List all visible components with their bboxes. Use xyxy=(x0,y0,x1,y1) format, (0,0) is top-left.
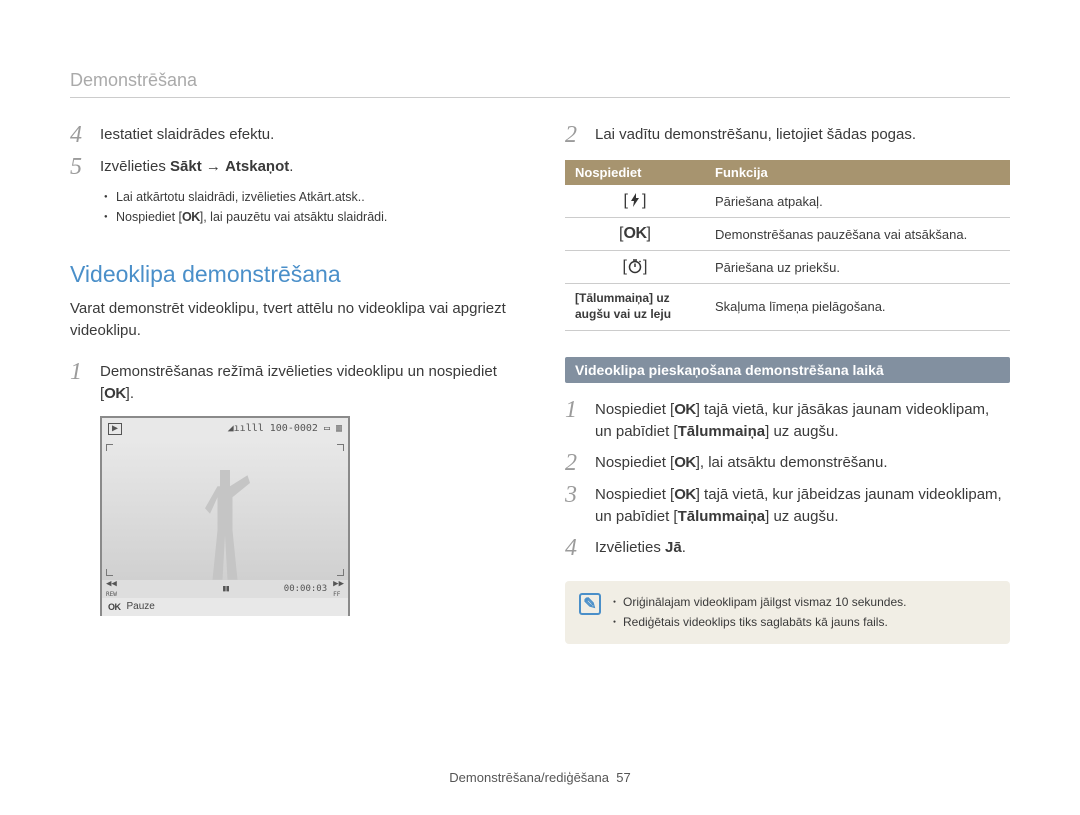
step-text: Nospiediet [OK] tajā vietā, kur jāsākas … xyxy=(595,397,1010,444)
zoom-label-cell: [Tālummaiņa] uz augšu vai uz leju xyxy=(565,284,705,330)
step-number: 4 xyxy=(70,122,88,148)
section-description: Varat demonstrēt videoklipu, tvert attēl… xyxy=(70,298,515,343)
timecode: 00:00:03 xyxy=(284,584,327,594)
step-text: Izvēlieties Sākt → Atskaņot. xyxy=(100,154,293,180)
memory-icon: ▭ xyxy=(324,423,330,434)
screenshot-controls: ◀◀REW ▮▮ 00:00:03 ▶▶FF xyxy=(102,580,348,598)
step-number: 5 xyxy=(70,154,88,180)
step-text: Demonstrēšanas režīmā izvēlieties videok… xyxy=(100,359,515,406)
screenshot-preview xyxy=(102,440,348,580)
note-item: Oriģinālajam videoklipam jāilgst vismaz … xyxy=(613,593,906,612)
person-silhouette xyxy=(200,470,250,580)
timer-icon: [] xyxy=(565,251,705,284)
pause-label: Pauze xyxy=(127,601,155,612)
file-counter: 100-0002 xyxy=(270,423,318,434)
step-number: 3 xyxy=(565,482,583,529)
screenshot-footer: OK Pauze xyxy=(102,598,348,616)
right-column: 2 Lai vadītu demonstrēšanu, lietojiet šā… xyxy=(565,122,1010,644)
play-mode-icon: ▶ xyxy=(108,423,122,435)
step-number: 1 xyxy=(565,397,583,444)
screenshot-topbar: ▶ ◢ıılll 100-0002 ▭ ▥ xyxy=(102,418,348,440)
table-cell: Skaļuma līmeņa pielāgošana. xyxy=(705,284,1010,330)
table-header: Funkcija xyxy=(705,160,1010,185)
page-header: Demonstrēšana xyxy=(70,70,1010,98)
controls-table: Nospiediet Funkcija [] Pāriešana atpakaļ… xyxy=(565,160,1010,330)
note-list: Oriģinālajam videoklipam jāilgst vismaz … xyxy=(613,593,906,631)
table-cell: Demonstrēšanas pauzēšana vai atsākšana. xyxy=(705,218,1010,251)
step-text: Nospiediet [OK] tajā vietā, kur jābeidza… xyxy=(595,482,1010,529)
step-text: Izvēlieties Jā. xyxy=(595,535,686,561)
sub-section-header: Videoklipa pieskaņošana demonstrēšana la… xyxy=(565,357,1010,383)
table-header: Nospiediet xyxy=(565,160,705,185)
section-title: Videoklipa demonstrēšana xyxy=(70,261,515,288)
note-item: Rediģētais videoklips tiks saglabāts kā … xyxy=(613,613,906,632)
video-screenshot: ▶ ◢ıılll 100-0002 ▭ ▥ ◀◀REW ▮▮ 00:00:03 … xyxy=(100,416,350,616)
step-text: Nospiediet [OK], lai atsāktu demonstrēša… xyxy=(595,450,888,476)
volume-icon: ◢ıılll xyxy=(228,423,264,434)
step-text: Iestatiet slaidrādes efektu. xyxy=(100,122,274,148)
step-number: 2 xyxy=(565,450,583,476)
step-number: 1 xyxy=(70,359,88,406)
step-number: 2 xyxy=(565,122,583,148)
table-cell: Pāriešana uz priekšu. xyxy=(705,251,1010,284)
flash-icon: [] xyxy=(565,185,705,218)
step-text: Lai vadītu demonstrēšanu, lietojiet šāda… xyxy=(595,122,916,148)
note-icon: ✎ xyxy=(579,593,601,615)
step-number: 4 xyxy=(565,535,583,561)
note-box: ✎ Oriģinālajam videoklipam jāilgst visma… xyxy=(565,581,1010,643)
sub-bullet-list: Lai atkārtotu slaidrādi, izvēlieties Atk… xyxy=(104,187,515,227)
battery-icon: ▥ xyxy=(336,423,342,434)
ok-icon: [OK] xyxy=(565,218,705,251)
left-column: 4 Iestatiet slaidrādes efektu. 5 Izvēlie… xyxy=(70,122,515,644)
ff-label: FF xyxy=(333,591,340,598)
page-footer: Demonstrēšana/rediģēšana 57 xyxy=(0,770,1080,785)
rew-label: REW xyxy=(106,591,117,598)
table-cell: Pāriešana atpakaļ. xyxy=(705,185,1010,218)
